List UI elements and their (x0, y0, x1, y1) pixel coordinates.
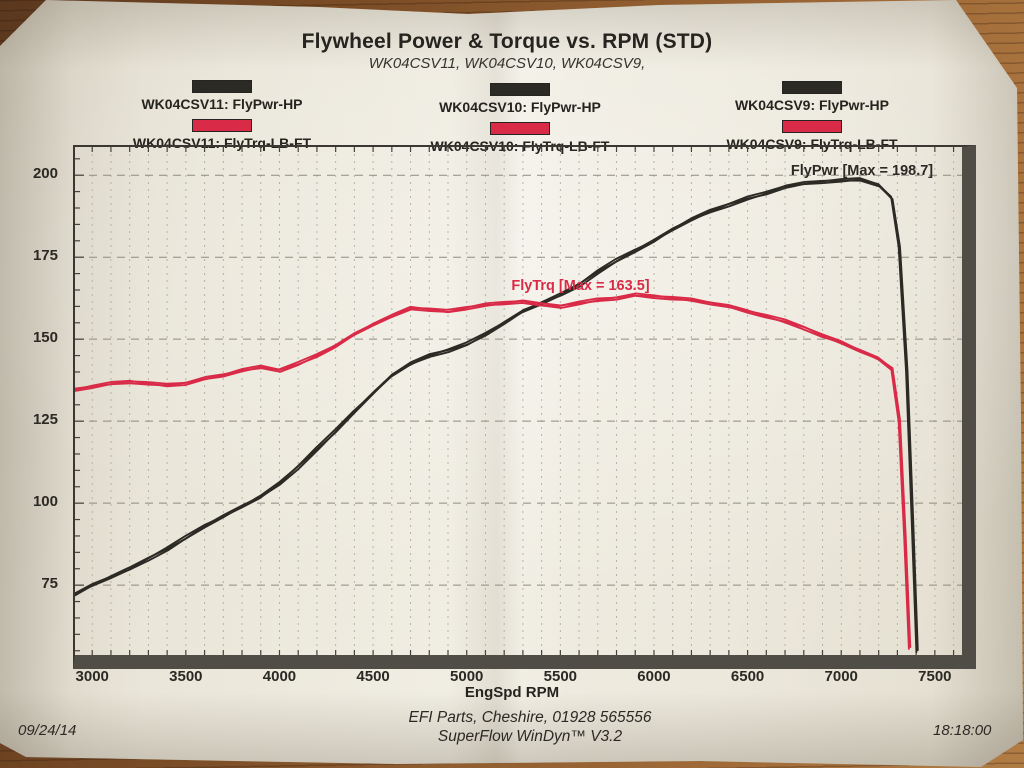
legend-column-wk04csv9: WK04CSV9: FlyPwr-HP WK04CSV9: FlyTrq-LB-… (677, 81, 947, 159)
y-tick-label: 175 (32, 247, 58, 265)
FlyPwr-HP-curve-run (75, 179, 919, 652)
y-tick-label: 200 (32, 165, 58, 183)
x-tick-label: 4500 (356, 668, 390, 685)
x-tick-label: 6000 (637, 668, 671, 685)
legend-label: WK04CSV11: FlyTrq-LB-FT (132, 135, 312, 151)
footer-credits: EFI Parts, Cheshire, 01928 565556 SuperF… (36, 708, 1024, 746)
y-tick-label: 150 (32, 329, 58, 347)
x-tick-label: 7000 (824, 668, 858, 685)
x-tick-label: 7500 (918, 668, 952, 685)
legend-column-wk04csv11: WK04CSV11: FlyPwr-HP WK04CSV11: FlyTrq-L… (87, 80, 357, 158)
chart-title: Flywheel Power & Torque vs. RPM (STD) (301, 30, 713, 53)
FlyPwr-HP-curve-run (75, 177, 919, 651)
x-tick-label: 6500 (730, 668, 765, 685)
x-tick-label: 4000 (262, 668, 297, 685)
power-legend-swatch (192, 80, 252, 93)
x-tick-label: 3500 (169, 668, 203, 685)
y-tick-label: 75 (41, 575, 58, 593)
torque-legend-swatch (490, 122, 550, 135)
x-tick-label: 3000 (75, 668, 109, 685)
x-tick-label: 5000 (450, 668, 484, 685)
FlyTrq-LB-FT-curve-run (75, 294, 910, 650)
FlyTrq-LB-FT-curve-run (75, 292, 912, 649)
print-time: 18:18:00 (933, 722, 992, 739)
power-max-annotation: FlyPwr [Max = 198.7] (790, 163, 934, 179)
legend-label: WK04CSV11: FlyPwr-HP (141, 96, 303, 112)
legend-label: WK04CSV9: FlyPwr-HP (734, 97, 890, 113)
torque-legend-swatch (782, 120, 842, 133)
legend-label: WK04CSV9: FlyTrq-LB-FT (726, 136, 898, 152)
print-date: 09/24/14 (18, 722, 77, 739)
footer-line1: EFI Parts, Cheshire, 01928 565556 (408, 709, 652, 726)
power-legend-swatch (490, 83, 550, 96)
x-axis-title: EngSpd RPM (464, 684, 560, 701)
plot-frame (73, 145, 976, 669)
chart-subtitle: WK04CSV11, WK04CSV10, WK04CSV9, (368, 55, 646, 72)
y-tick-label: 100 (32, 493, 58, 511)
footer-line2: SuperFlow WinDyn™ V3.2 (437, 728, 623, 745)
legend-label: WK04CSV10: FlyPwr-HP (439, 99, 601, 115)
FlyPwr-HP-curve-run (75, 178, 918, 654)
torque-max-annotation: FlyTrq [Max = 163.5] (511, 278, 650, 294)
power-legend-swatch (782, 81, 842, 94)
dyno-curves-plot (75, 147, 962, 655)
torque-legend-swatch (192, 119, 252, 132)
FlyTrq-LB-FT-curve-run (75, 294, 911, 648)
y-tick-label: 125 (32, 411, 58, 429)
x-tick-label: 5500 (543, 668, 578, 685)
